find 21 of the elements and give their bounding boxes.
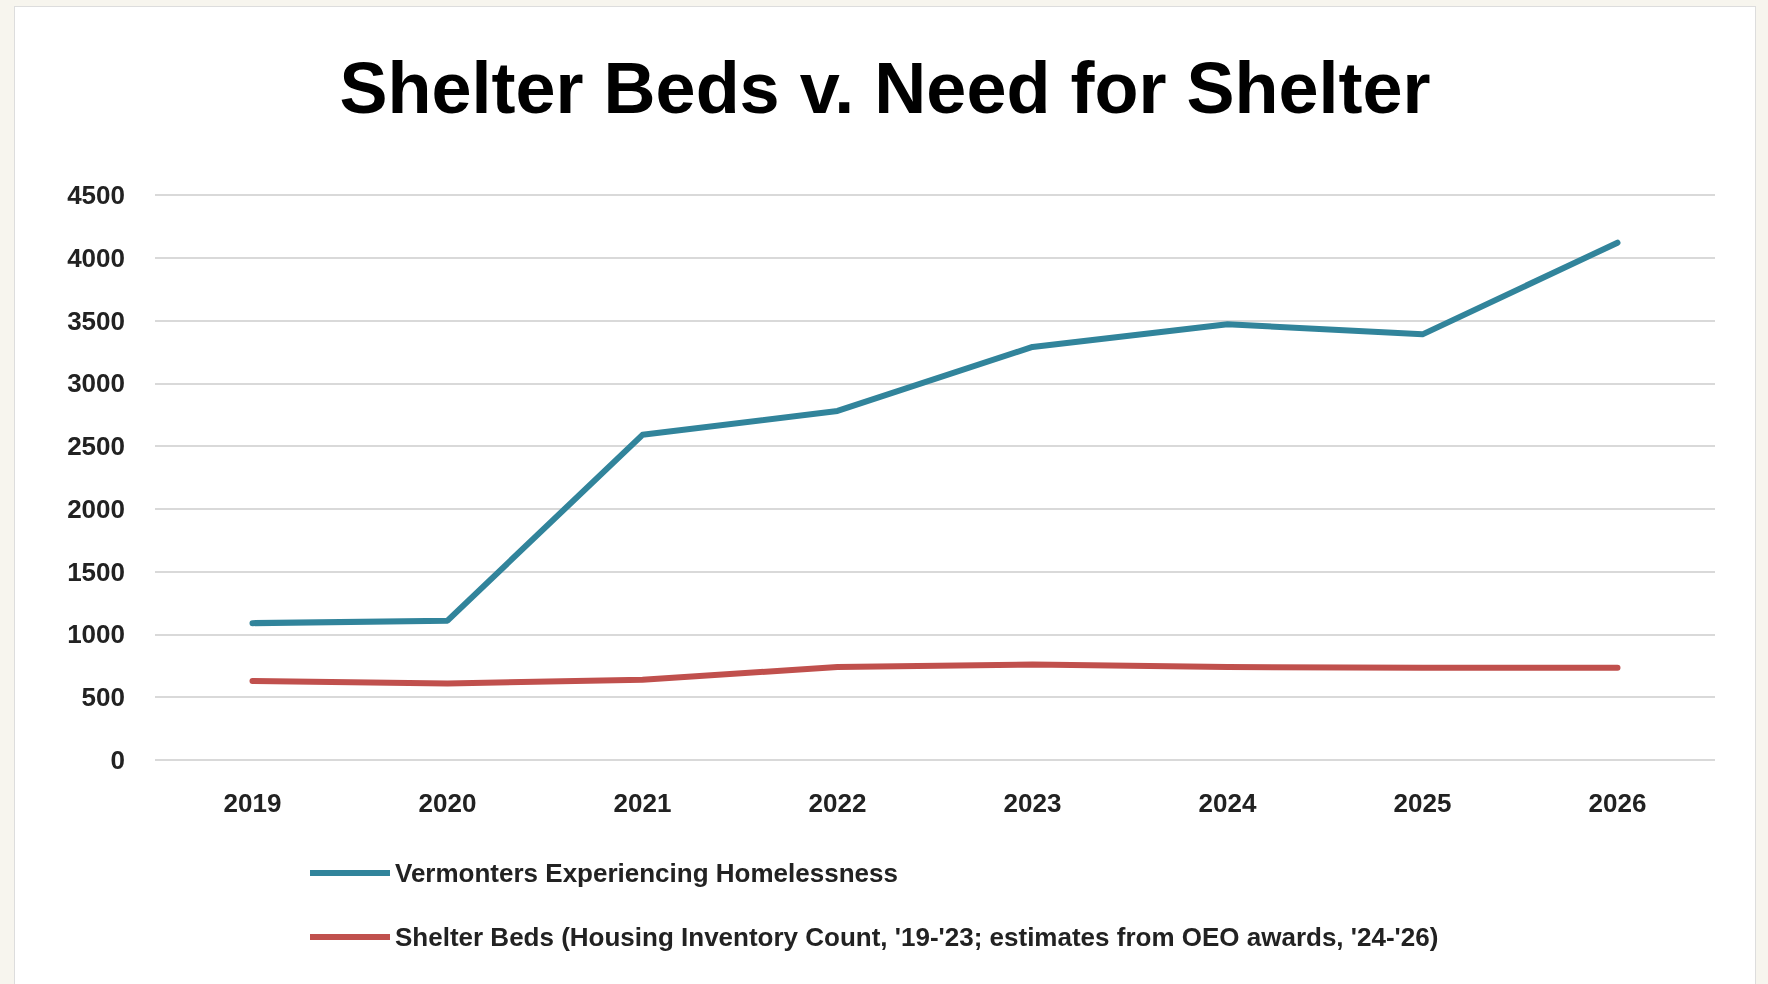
legend-label: Vermonters Experiencing Homelessness [395, 858, 898, 888]
x-tick-label: 2024 [1198, 788, 1257, 818]
y-tick-label: 3000 [67, 368, 125, 399]
y-tick-label: 1500 [67, 556, 125, 587]
legend-label: Shelter Beds (Housing Inventory Count, '19-'23; estimates from OEO awards, '24-'26) [395, 922, 1439, 952]
y-tick-label: 500 [81, 682, 125, 713]
x-tick-label: 2026 [1588, 788, 1647, 818]
chart-title: Shelter Beds v. Need for Shelter [339, 48, 1431, 128]
y-tick-label: 2000 [67, 493, 125, 524]
y-tick-label: 4500 [67, 180, 125, 210]
y-tick-label: 3500 [67, 305, 125, 336]
y-tick-label: 1000 [67, 619, 125, 650]
x-tick-label: 2025 [1393, 788, 1452, 818]
x-tick-label: 2019 [223, 788, 282, 818]
y-tick-label: 0 [110, 745, 125, 775]
x-tick-label: 2023 [1003, 788, 1062, 818]
y-tick-label: 4000 [67, 242, 125, 273]
y-tick-label: 2500 [67, 431, 125, 462]
x-tick-label: 2020 [418, 788, 477, 818]
x-tick-label: 2022 [808, 788, 867, 818]
x-tick-label: 2021 [613, 788, 672, 818]
